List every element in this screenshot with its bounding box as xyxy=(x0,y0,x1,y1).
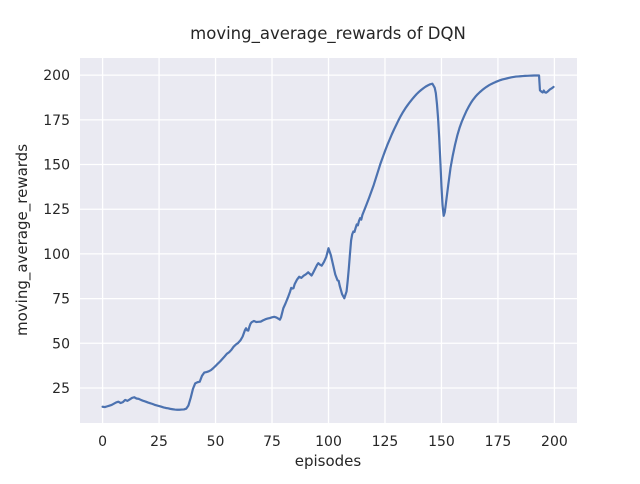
x-tick-label: 200 xyxy=(541,434,568,450)
x-tick-label: 50 xyxy=(207,434,225,450)
chart-title: moving_average_rewards of DQN xyxy=(190,24,466,44)
reward-line xyxy=(101,74,555,411)
x-tick-label: 25 xyxy=(150,434,168,450)
y-tick-label: 200 xyxy=(43,68,70,84)
y-tick-label: 25 xyxy=(52,381,70,397)
y-axis-label: moving_average_rewards xyxy=(13,144,32,336)
y-tick-label: 100 xyxy=(43,247,70,263)
tick-labels: 0 25 50 75 100 125 150 175 200 25 50 75 100 125 150 175… xyxy=(43,68,568,450)
y-tick-label: 125 xyxy=(43,202,70,218)
y-tick-label: 75 xyxy=(52,292,70,308)
grid-lines xyxy=(80,58,577,423)
x-tick-label: 0 xyxy=(98,434,107,450)
y-tick-label: 175 xyxy=(43,113,70,129)
y-tick-label: 150 xyxy=(43,158,70,174)
x-tick-label: 75 xyxy=(263,434,281,450)
y-tick-label: 50 xyxy=(52,336,70,352)
series-group xyxy=(101,74,555,411)
x-tick-label: 125 xyxy=(372,434,399,450)
x-tick-label: 175 xyxy=(485,434,512,450)
x-tick-label: 150 xyxy=(428,434,455,450)
x-tick-label: 100 xyxy=(315,434,342,450)
x-axis-label: episodes xyxy=(295,452,362,470)
